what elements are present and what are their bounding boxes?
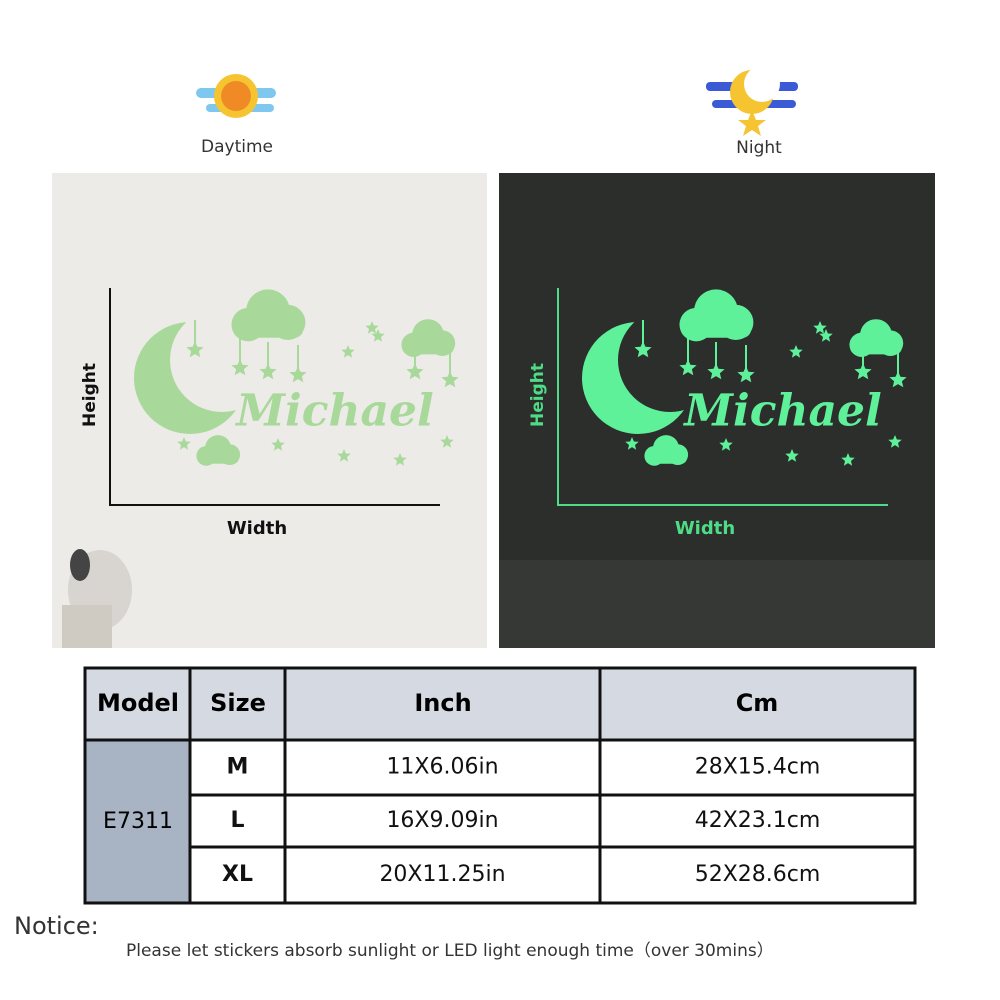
star [785,449,799,462]
sun-icon [196,74,276,118]
star [365,321,379,334]
table-value: 28X15.4cm [695,755,821,780]
cloud-part [232,318,304,338]
star [679,359,697,376]
cloud [644,435,689,466]
star [737,366,755,383]
sticker-art: Michael Height Width [80,288,459,539]
cloud-part [680,318,752,338]
cloud-part [402,340,454,355]
cloud-part [850,340,902,355]
star [289,366,307,383]
table-header: Inch [414,689,471,717]
star [441,371,459,388]
dimension-axis [557,288,888,506]
table-header-bg [85,668,915,740]
table-value: XL [222,862,253,887]
dimension-axis [109,288,440,506]
cloud [679,289,754,342]
model-cell: E7311 [103,809,173,834]
star [341,345,355,358]
table-header: Size [210,689,266,717]
day-label: Daytime [201,137,273,157]
table-header: Model [97,689,179,717]
table-value: 42X23.1cm [695,808,821,833]
star [854,363,872,380]
star [337,449,351,462]
height-label: Height [528,363,548,427]
moon-icon [706,66,798,136]
cloud [196,435,241,466]
table-header: Cm [736,689,779,717]
width-label: Width [675,518,735,539]
star [371,329,385,342]
notice-text: Please let stickers absorb sunlight or L… [126,941,774,961]
table-value: 11X6.06in [386,755,498,780]
star [406,363,424,380]
star [271,438,285,451]
cloud [231,289,306,342]
width-label: Width [227,518,287,539]
notice-title: Notice: [14,912,99,940]
height-label: Height [80,363,100,427]
star [819,329,833,342]
table-value: M [227,755,249,780]
table-value: 52X28.6cm [695,862,821,887]
star [888,435,902,448]
sticker-art: Michael Height Width [528,288,907,539]
cloud-part [645,452,687,464]
star [707,363,725,380]
star [440,435,454,448]
star [393,453,407,466]
cloud-part [197,452,239,464]
table-cell [598,845,917,905]
star [186,341,204,358]
star [719,438,733,451]
sticker-name: Michael [234,386,433,437]
table-value: 20X11.25in [379,862,505,887]
dog-toy [62,549,132,648]
star [625,437,639,450]
night-label: Night [736,138,782,158]
star [813,321,827,334]
star [841,453,855,466]
model-cell-bg [85,740,190,903]
star [789,345,803,358]
star [231,359,249,376]
cloud [849,319,904,357]
sticker-name: Michael [682,386,881,437]
star [259,363,277,380]
crib [499,560,935,648]
table-value: 16X9.09in [386,808,498,833]
star [634,341,652,358]
star [177,437,191,450]
star [889,371,907,388]
table-value: L [230,808,244,833]
